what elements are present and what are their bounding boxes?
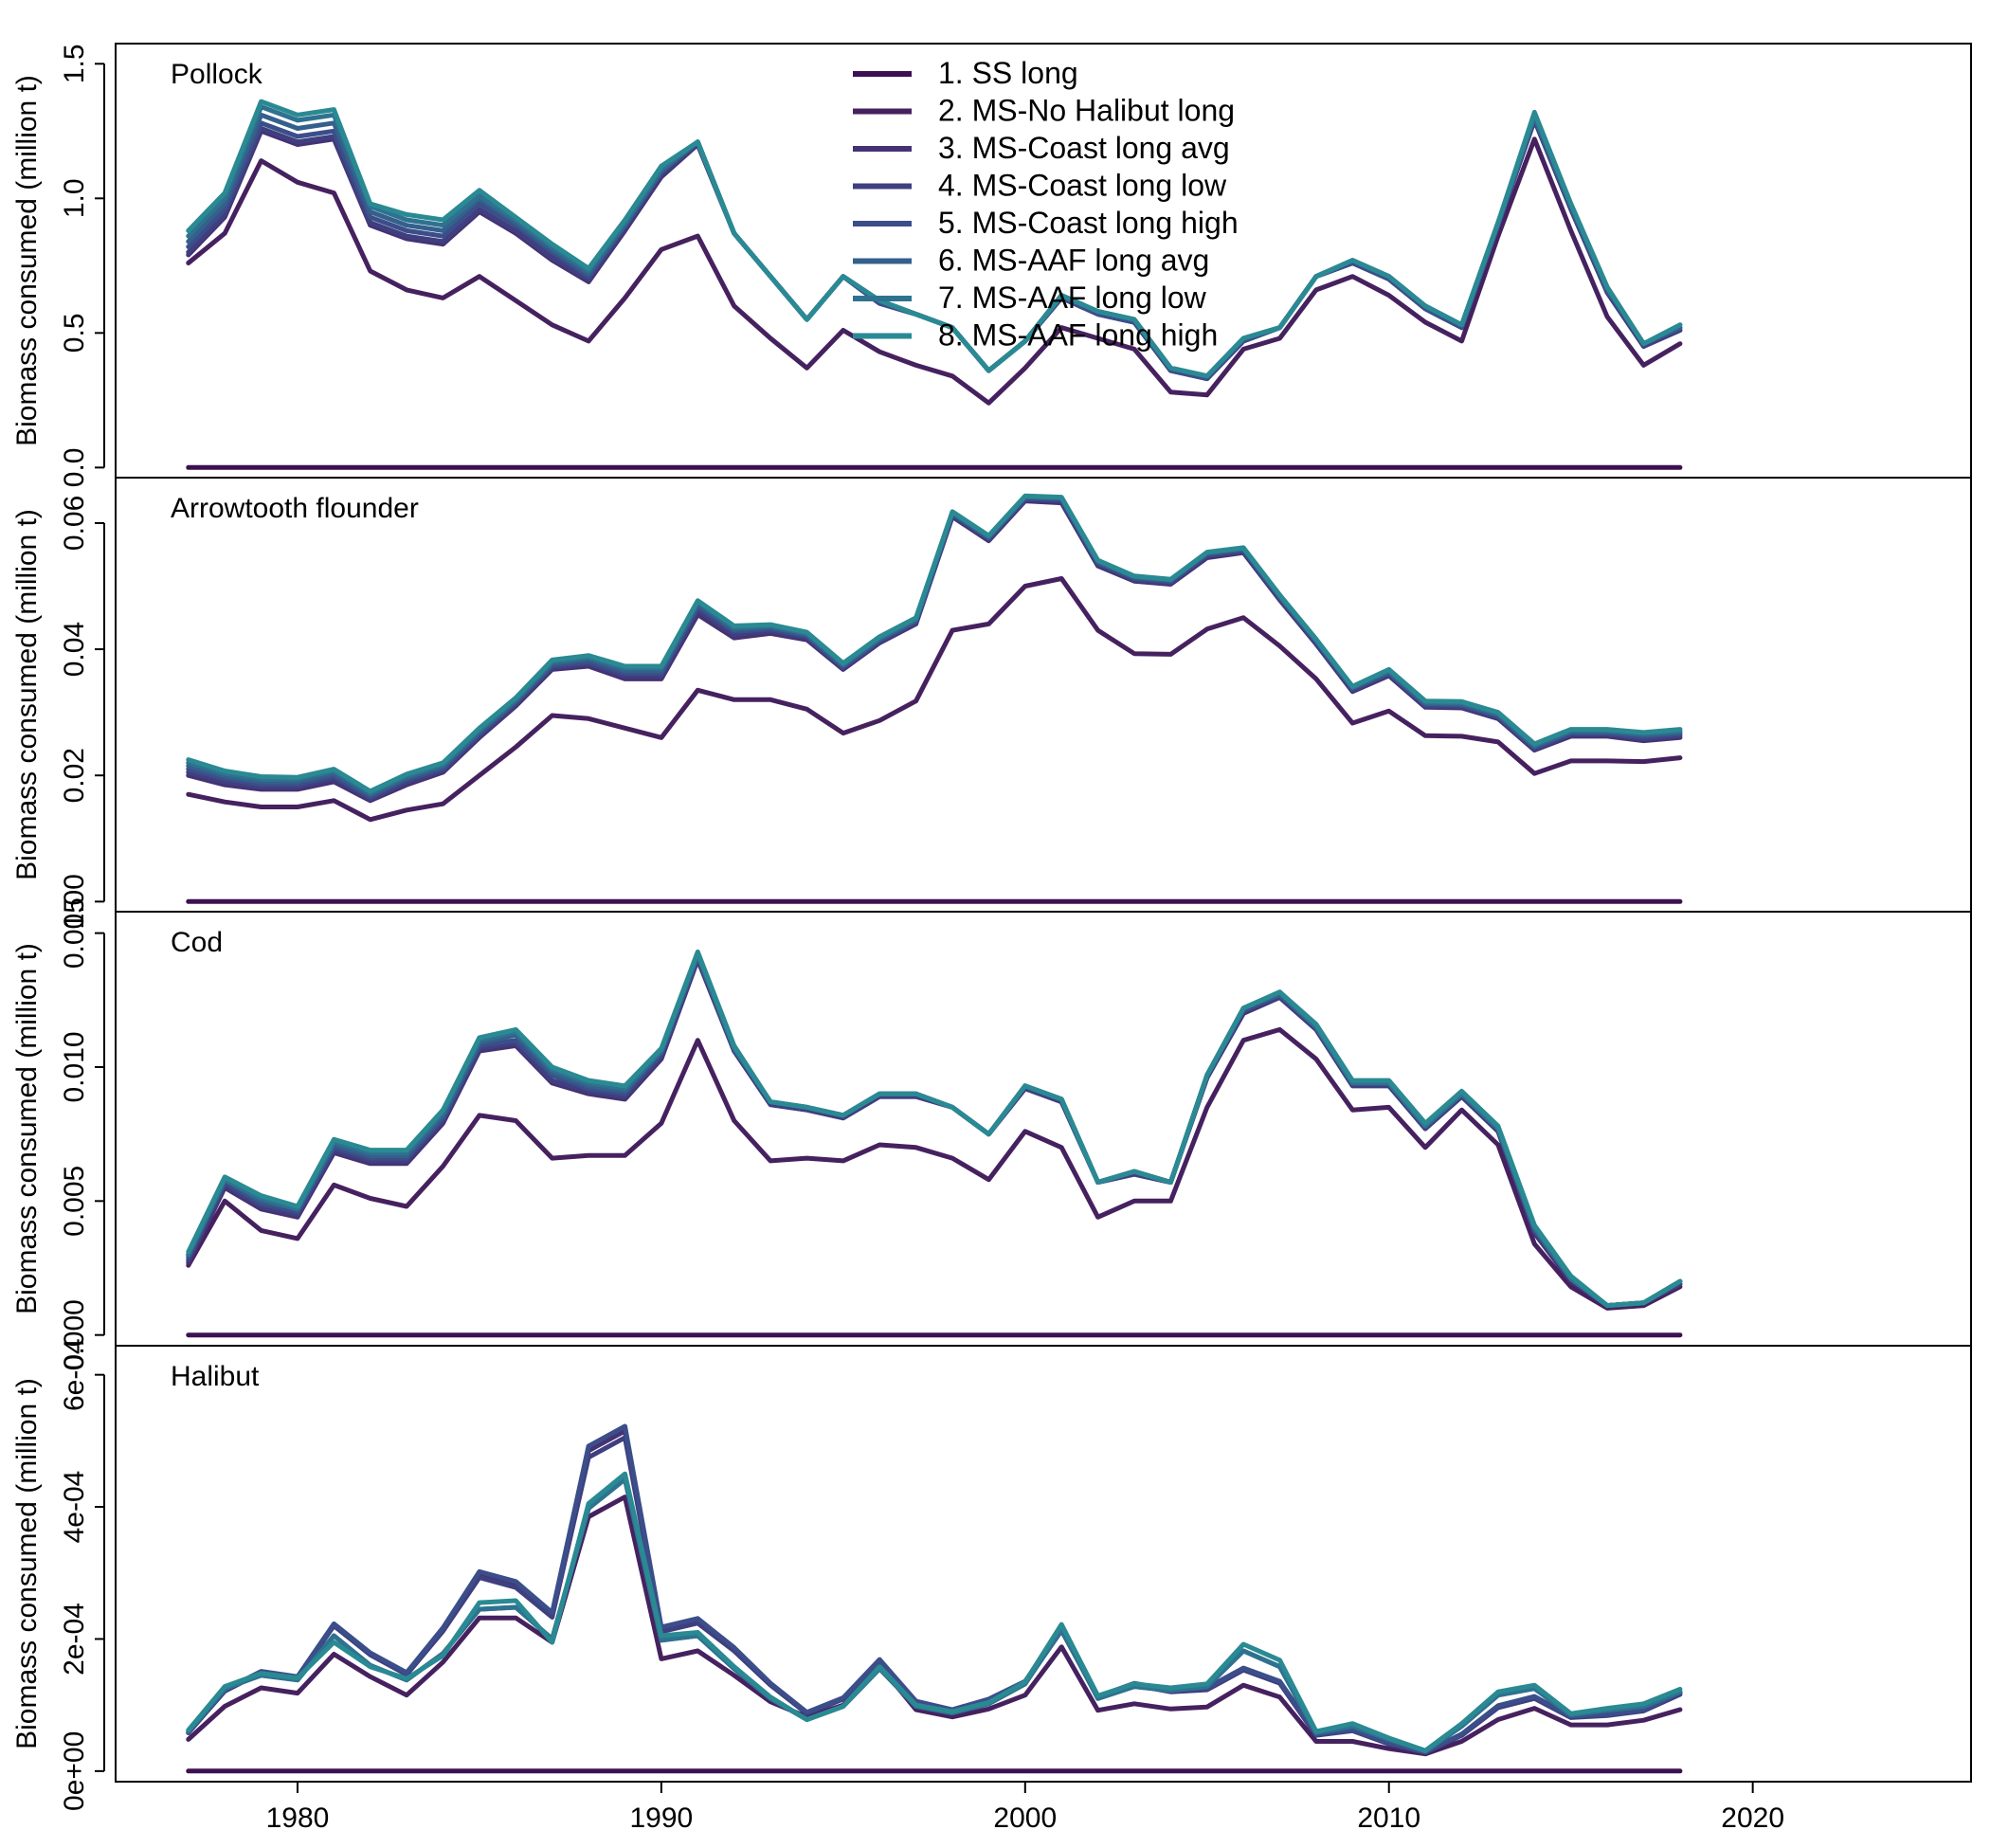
- series-line-3: [186, 957, 1683, 1309]
- series-line-5: [186, 1423, 1683, 1755]
- y-tick-label: 4e-04: [59, 1471, 90, 1544]
- x-tick-label: 2010: [1357, 1803, 1420, 1834]
- y-tick-label: 0.005: [59, 1166, 90, 1237]
- x-tick-label: 1980: [266, 1803, 330, 1834]
- panel-title: Halibut: [171, 1361, 260, 1392]
- y-tick-label: 0.0: [59, 447, 90, 487]
- y-axis-label: Biomass consumed (million t): [11, 75, 43, 446]
- x-tick-label: 2020: [1721, 1803, 1784, 1834]
- panel-arrowtooth-flounder: 0.00 0.02 0.04 0.06 Biomass consumed (millio…: [11, 477, 1971, 930]
- series-line-5: [186, 954, 1683, 1309]
- series-line-8: [186, 99, 1683, 379]
- panel-pollock: 0.0 0.5 1.0 1.5 Biomass consumed (million t)…: [11, 44, 1683, 487]
- series-line-8: [186, 493, 1683, 794]
- series-line-7: [186, 494, 1683, 796]
- y-axis-label: Biomass consumed (million t): [11, 943, 43, 1314]
- y-tick-label: 0.02: [59, 748, 90, 803]
- series-line-6: [186, 495, 1683, 798]
- y-tick-label: 0.06: [59, 496, 90, 551]
- y-tick-label: 0.000: [59, 1299, 90, 1370]
- series-line-3: [186, 498, 1683, 804]
- panel-halibut: 0e+00 2e-04 4e-04 6e-04 Biomass consumed (mi…: [11, 1338, 1971, 1811]
- series-line-4: [186, 497, 1683, 802]
- y-tick-label: 0.010: [59, 1031, 90, 1102]
- y-tick-label: 1.5: [59, 44, 90, 83]
- panel-title: Cod: [171, 927, 223, 958]
- x-tick-label: 2000: [993, 1803, 1057, 1834]
- y-tick-label: 0e+00: [59, 1731, 90, 1811]
- y-tick-label: 1.0: [59, 178, 90, 218]
- series-line-2: [186, 1495, 1683, 1757]
- series-line-2: [186, 136, 1683, 406]
- y-tick-label: 2e-04: [59, 1603, 90, 1676]
- legend-label-8: 8. MS-AAF long high: [938, 318, 1218, 353]
- y-tick-label: 0.00: [59, 874, 90, 929]
- legend-label-4: 4. MS-Coast long low: [938, 169, 1227, 203]
- y-axis-label: Biomass consumed (million t): [11, 1378, 43, 1749]
- legend-label-3: 3. MS-Coast long avg: [938, 131, 1230, 165]
- series-line-8: [186, 949, 1683, 1309]
- y-tick-label: 0.015: [59, 897, 90, 969]
- series-line-2: [186, 576, 1683, 823]
- series-line-4: [186, 954, 1683, 1309]
- legend-label-6: 6. MS-AAF long avg: [938, 244, 1209, 278]
- series-line-5: [186, 496, 1683, 800]
- panel-title: Arrowtooth flounder: [171, 493, 419, 524]
- legend-label-5: 5. MS-Coast long high: [938, 206, 1239, 240]
- legend-label-1: 1. SS long: [938, 56, 1078, 90]
- panel-title: Pollock: [171, 59, 263, 90]
- series-line-6: [186, 951, 1683, 1309]
- panel-cod: 0.000 0.005 0.010 0.015 Biomass consumed (mi…: [11, 897, 1971, 1370]
- y-tick-label: 0.04: [59, 622, 90, 677]
- series-line-2: [186, 1026, 1683, 1311]
- legend-label-2: 2. MS-No Halibut long: [938, 94, 1235, 128]
- series-line-8: [186, 1471, 1683, 1753]
- x-tick-label: 1990: [630, 1803, 694, 1834]
- series-line-7: [186, 951, 1683, 1309]
- legend-label-7: 7. MS-AAF long low: [938, 281, 1207, 315]
- y-tick-label: 0.5: [59, 313, 90, 353]
- y-axis-label: Biomass consumed (million t): [11, 509, 43, 880]
- y-tick-label: 6e-04: [59, 1338, 90, 1411]
